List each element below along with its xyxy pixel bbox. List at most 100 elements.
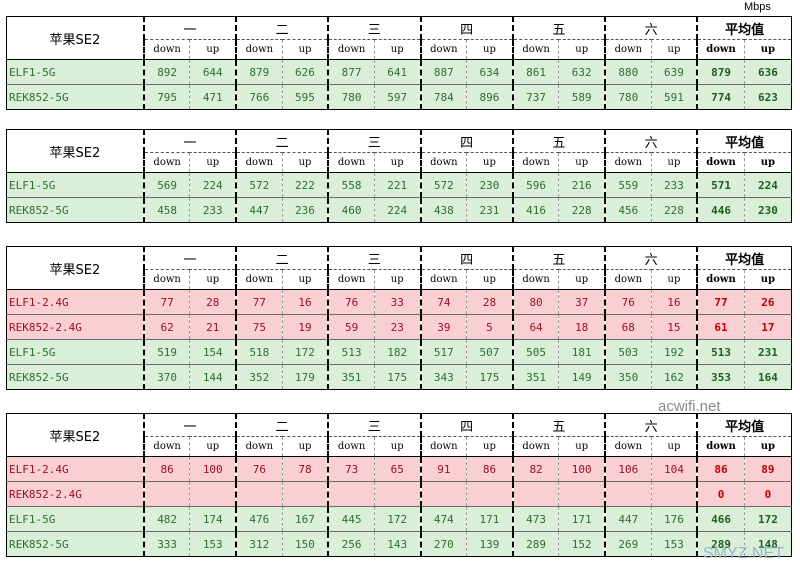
- row-label: REK852-2.4G: [6, 314, 144, 340]
- table-row: ELF1-2.4G 77 28 77 16 76 33 74 28 80 37 76 16 77 26: [6, 289, 792, 315]
- group-header: 二: [235, 413, 329, 437]
- avg-down-value: 513: [696, 339, 745, 365]
- down-value: 596: [511, 172, 559, 198]
- down-value: 879: [235, 59, 283, 85]
- up-value: 150: [281, 531, 329, 557]
- group-header: 四: [419, 246, 513, 270]
- up-value: 626: [281, 59, 329, 85]
- down-value: 473: [511, 506, 559, 532]
- down-value: 39: [419, 314, 467, 340]
- up-value: 597: [373, 84, 421, 110]
- avg-up-value: 230: [743, 197, 792, 223]
- up-header: up: [373, 152, 421, 173]
- up-value: 167: [281, 506, 329, 532]
- up-value: 230: [466, 172, 513, 198]
- watermark-acwifi: acwifi.net: [658, 398, 721, 415]
- average-header: 平均值: [696, 16, 792, 40]
- down-value: 74: [419, 289, 467, 315]
- down-value: 519: [142, 339, 190, 365]
- up-value: 182: [373, 339, 421, 365]
- down-value: 447: [603, 506, 652, 532]
- group-header: 三: [327, 129, 421, 153]
- down-value: [419, 481, 467, 507]
- up-header: up: [650, 269, 698, 290]
- group-header: 一: [142, 413, 237, 437]
- table-row: REK852-5G 795 471 766 595 780 597 784 896 737 589 7…: [6, 84, 792, 110]
- group-header: 二: [235, 129, 329, 153]
- down-header: down: [235, 436, 283, 457]
- up-value: 471: [189, 84, 237, 110]
- up-value: 179: [281, 364, 329, 390]
- speed-table: 苹果SE2 一二三四五六平均值 down up down up down up down up do…: [6, 246, 792, 390]
- down-header: down: [142, 269, 190, 290]
- down-value: 559: [603, 172, 652, 198]
- avg-up-value: 0: [743, 481, 792, 507]
- up-value: 228: [558, 197, 605, 223]
- down-header: down: [603, 152, 652, 173]
- up-value: 37: [558, 289, 605, 315]
- down-value: [327, 481, 375, 507]
- group-header: 四: [419, 16, 513, 40]
- down-header: down: [511, 152, 559, 173]
- up-value: 224: [189, 172, 237, 198]
- avg-down-value: 774: [696, 84, 745, 110]
- group-header: 五: [511, 246, 605, 270]
- up-header: up: [466, 269, 513, 290]
- down-value: 76: [235, 456, 283, 482]
- up-header: up: [373, 436, 421, 457]
- avg-up-value: 224: [743, 172, 792, 198]
- up-value: 5: [466, 314, 513, 340]
- group-header: 三: [327, 246, 421, 270]
- down-value: 416: [511, 197, 559, 223]
- up-value: 143: [373, 531, 421, 557]
- down-value: 445: [327, 506, 375, 532]
- down-value: 352: [235, 364, 283, 390]
- up-value: 228: [650, 197, 698, 223]
- avg-up-value: 148: [743, 531, 792, 557]
- up-value: 104: [650, 456, 698, 482]
- up-header: up: [373, 269, 421, 290]
- up-value: 172: [373, 506, 421, 532]
- table-row: ELF1-5G 569 224 572 222 558 221 572 230 596 216 559…: [6, 172, 792, 198]
- table-row: ELF1-2.4G 86 100 76 78 73 65 91 86 82 100 106 104 86 8…: [6, 456, 792, 482]
- down-value: 572: [419, 172, 467, 198]
- down-value: 86: [142, 456, 190, 482]
- up-value: 632: [558, 59, 605, 85]
- down-value: 784: [419, 84, 467, 110]
- up-value: 175: [466, 364, 513, 390]
- table-row: REK852-2.4G 0 0: [6, 481, 792, 507]
- down-value: 106: [603, 456, 652, 482]
- group-header: 六: [603, 413, 698, 437]
- avg-up-value: 623: [743, 84, 792, 110]
- watermark-smyz: SMYZ.NET: [703, 545, 784, 562]
- up-header: up: [743, 436, 792, 457]
- average-header: 平均值: [696, 246, 792, 270]
- up-value: 641: [373, 59, 421, 85]
- down-value: 880: [603, 59, 652, 85]
- table-row: ELF1-5G 519 154 518 172 513 182 517 507 505 181 503…: [6, 339, 792, 365]
- down-value: 351: [327, 364, 375, 390]
- down-value: 73: [327, 456, 375, 482]
- up-value: 896: [466, 84, 513, 110]
- up-value: [281, 481, 329, 507]
- down-header: down: [511, 436, 559, 457]
- down-value: 68: [603, 314, 652, 340]
- group-header: 二: [235, 246, 329, 270]
- avg-down-value: 353: [696, 364, 745, 390]
- down-value: 572: [235, 172, 283, 198]
- up-value: 28: [189, 289, 237, 315]
- down-header: down: [142, 436, 190, 457]
- down-value: 62: [142, 314, 190, 340]
- avg-up-value: 26: [743, 289, 792, 315]
- up-header: up: [373, 39, 421, 60]
- up-header: up: [743, 152, 792, 173]
- up-header: up: [466, 436, 513, 457]
- down-value: 370: [142, 364, 190, 390]
- down-header: down: [511, 39, 559, 60]
- up-header: up: [466, 39, 513, 60]
- down-value: 270: [419, 531, 467, 557]
- down-header: down: [603, 436, 652, 457]
- up-value: 644: [189, 59, 237, 85]
- row-label: REK852-5G: [6, 84, 144, 110]
- up-header: up: [558, 436, 605, 457]
